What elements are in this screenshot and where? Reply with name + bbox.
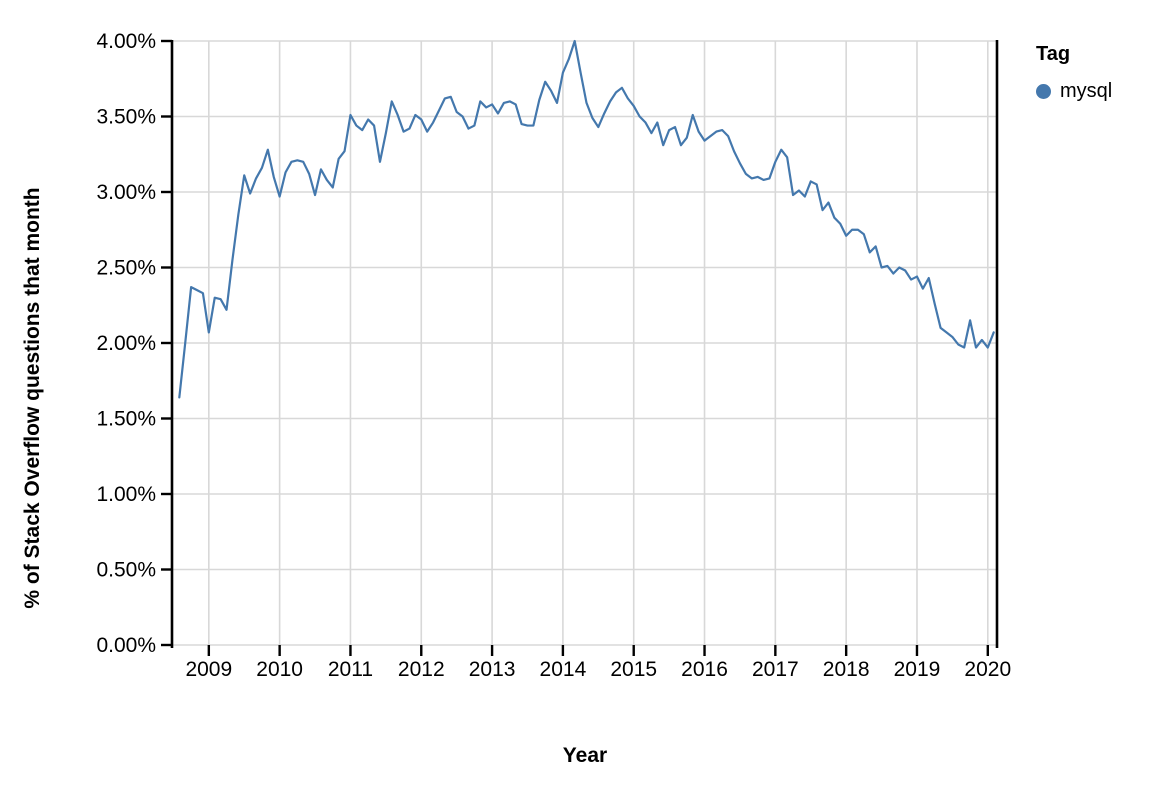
y-axis-title: % of Stack Overflow questions that month xyxy=(21,187,44,609)
legend: Tag mysql xyxy=(1036,43,1112,103)
x-tick-label: 2009 xyxy=(185,658,232,681)
x-tick-label: 2013 xyxy=(469,658,516,681)
y-tick-label: 4.00% xyxy=(96,30,156,53)
y-tick-label: 1.00% xyxy=(96,483,156,506)
x-tick-label: 2017 xyxy=(752,658,799,681)
x-tick-label: 2018 xyxy=(823,658,870,681)
x-tick-label: 2014 xyxy=(540,658,587,681)
y-tick-label: 3.00% xyxy=(96,181,156,204)
x-tick-label: 2020 xyxy=(964,658,1011,681)
legend-item-label: mysql xyxy=(1060,80,1113,102)
y-tick-label: 0.00% xyxy=(96,634,156,657)
x-tick-label: 2010 xyxy=(256,658,303,681)
legend-title: Tag xyxy=(1036,43,1071,65)
x-axis-title: Year xyxy=(562,744,608,767)
mysql-trend-line xyxy=(178,39,995,399)
y-tick-label: 2.00% xyxy=(96,332,156,355)
series-color-dot-icon xyxy=(1036,84,1051,99)
x-tick-label: 2015 xyxy=(610,658,657,681)
y-tick-label: 2.50% xyxy=(96,257,156,280)
y-tick-label: 3.50% xyxy=(96,106,156,129)
x-tick-label: 2011 xyxy=(328,658,373,681)
y-tick-label: 0.50% xyxy=(96,559,156,582)
x-tick-label: 2016 xyxy=(681,658,728,681)
x-tick-label: 2019 xyxy=(894,658,941,681)
y-tick-label: 1.50% xyxy=(96,408,156,431)
x-tick-label: 2012 xyxy=(398,658,445,681)
legend-item-mysql: mysql xyxy=(1036,80,1112,103)
